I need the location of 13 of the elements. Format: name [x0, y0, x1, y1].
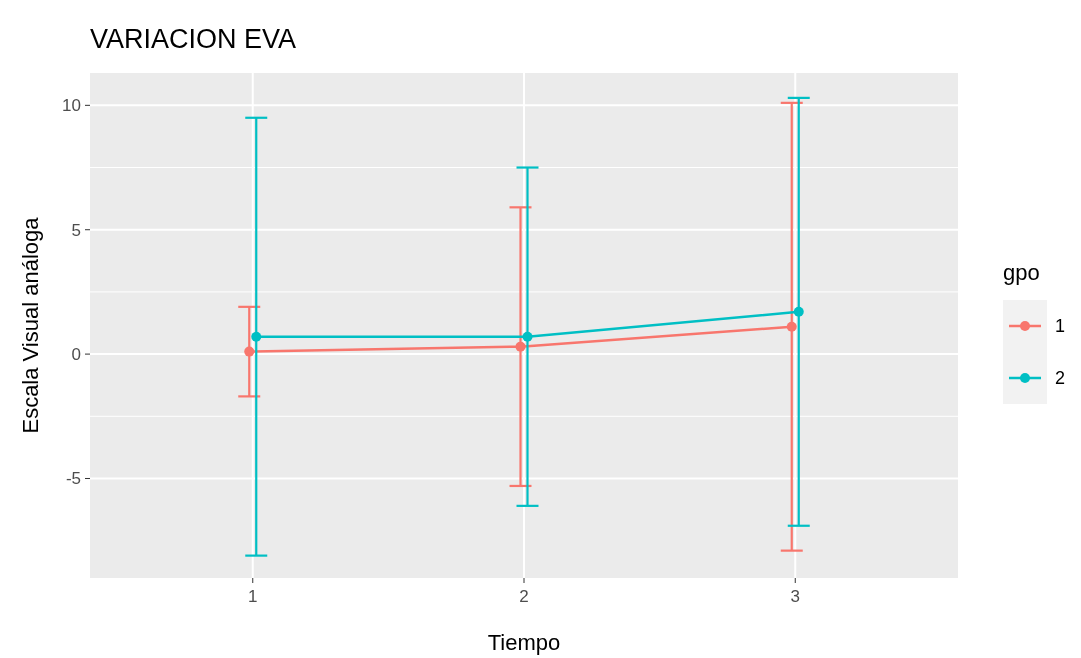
- x-tick-label: 1: [248, 587, 258, 606]
- x-tick-label: 2: [519, 587, 529, 606]
- x-tick-label: 3: [790, 587, 800, 606]
- y-axis-title: Escala Visual análoga: [18, 216, 43, 434]
- y-tick-label: 5: [71, 220, 81, 240]
- legend-label: 1: [1055, 316, 1066, 337]
- chart-title: VARIACION EVA: [90, 24, 297, 54]
- y-tick-label: -5: [65, 469, 81, 489]
- x-axis-title: Tiempo: [487, 630, 561, 655]
- y-tick-label: 0: [71, 345, 81, 365]
- legend-title: gpo: [1003, 260, 1040, 285]
- legend-label: 2: [1055, 368, 1066, 389]
- y-tick-label: 10: [62, 96, 81, 116]
